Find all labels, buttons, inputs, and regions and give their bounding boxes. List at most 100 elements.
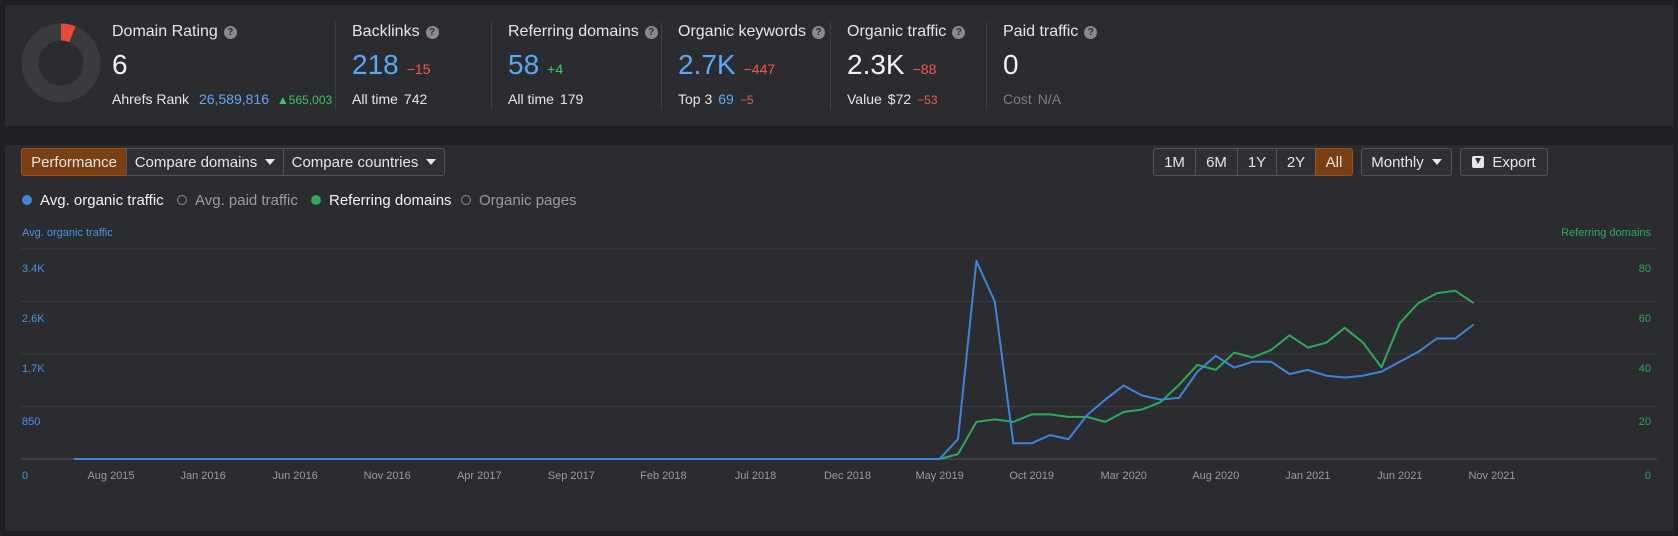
y-left-tick: 2.6K: [22, 313, 45, 325]
organic-traffic-line[interactable]: [74, 260, 1475, 460]
domain-rating-value: 6: [112, 49, 128, 80]
referring-domains-all-time: All time 179: [508, 91, 584, 107]
caret-down-icon: [426, 159, 437, 165]
referring-domains-all-time-value: 179: [559, 91, 584, 107]
divider: [661, 22, 662, 110]
compare-domains-dropdown[interactable]: Compare domains: [126, 148, 284, 176]
divider: [986, 22, 987, 110]
range-2y-button[interactable]: 2Y: [1276, 148, 1316, 176]
referring-domains-value: 58 +4: [508, 49, 563, 81]
x-tick-label: Oct 2019: [1009, 470, 1055, 482]
ahrefs-rank-value[interactable]: 26,589,816: [198, 91, 270, 107]
y-left-tick: 3.4K: [22, 263, 45, 275]
y-left-tick: 850: [22, 416, 41, 428]
organic-keywords-delta: −447: [743, 61, 776, 77]
paid-cost-value: N/A: [1037, 91, 1062, 107]
donut-track: [21, 23, 101, 103]
traffic-value: $72: [887, 91, 912, 107]
backlinks-all-time: All time 742: [352, 91, 428, 107]
referring-domains-line[interactable]: [74, 289, 1475, 460]
referring-domains-title: Referring domains?: [508, 23, 658, 41]
range-6m-button[interactable]: 6M: [1195, 148, 1238, 176]
organic-keywords-value: 2.7K −447: [678, 49, 775, 81]
caret-down-icon: [1431, 159, 1442, 165]
paid-traffic-title: Paid traffic?: [1003, 23, 1098, 41]
range-all-button[interactable]: All: [1315, 148, 1353, 176]
y-right-tick: 0: [1644, 470, 1651, 482]
x-tick-label: Dec 2018: [823, 470, 872, 482]
y-left-tick: 0: [22, 470, 29, 482]
top3-value[interactable]: 69: [718, 91, 734, 107]
download-icon: [1472, 156, 1485, 168]
performance-panel: Performance Compare domains Compare coun…: [5, 145, 1673, 531]
compare-countries-dropdown[interactable]: Compare countries: [283, 148, 445, 176]
export-button[interactable]: Export: [1460, 148, 1548, 176]
performance-chart[interactable]: [5, 145, 1673, 531]
help-icon[interactable]: ?: [812, 26, 826, 39]
range-1y-button[interactable]: 1Y: [1237, 148, 1277, 176]
legend-dot-green: [311, 195, 321, 205]
divider: [830, 22, 831, 110]
tab-performance[interactable]: Performance: [21, 148, 127, 176]
organic-traffic-count: 2.3K: [847, 49, 905, 80]
organic-keywords-metric: Organic keywords? 2.7K −447 Top 3 69 −5: [678, 5, 833, 126]
y-right-tick: 40: [1638, 363, 1651, 375]
legend-dot-blue: [22, 195, 32, 205]
paid-traffic-value: 0: [1003, 49, 1019, 80]
help-icon[interactable]: ?: [223, 26, 237, 39]
x-tick-label: Jun 2021: [1377, 470, 1423, 482]
backlinks-count[interactable]: 218: [352, 49, 399, 80]
backlinks-metric: Backlinks? 218 −15 All time 742: [352, 5, 492, 126]
left-axis-title: Avg. organic traffic: [22, 227, 113, 239]
help-icon[interactable]: ?: [1084, 26, 1098, 39]
ahrefs-rank-label: Ahrefs Rank: [112, 91, 190, 107]
range-1m-button[interactable]: 1M: [1153, 148, 1196, 176]
referring-domains-metric: Referring domains? 58 +4 All time 179: [508, 5, 658, 126]
backlinks-title: Backlinks?: [352, 23, 439, 41]
caret-down-icon: [265, 159, 276, 165]
legend-referring-domains[interactable]: Referring domains: [311, 192, 452, 209]
x-tick-label: Jan 2021: [1285, 470, 1331, 482]
help-icon[interactable]: ?: [425, 26, 439, 39]
ahrefs-rank: Ahrefs Rank 26,589,816 ▲565,003: [112, 91, 332, 107]
referring-domains-count[interactable]: 58: [508, 49, 540, 80]
domain-rating-title: Domain Rating?: [112, 23, 237, 41]
organic-traffic-value: 2.3K −88: [847, 49, 936, 81]
x-tick-label: Aug 2020: [1192, 470, 1240, 482]
triangle-up-icon: ▲: [276, 93, 289, 107]
backlinks-delta: −15: [406, 61, 431, 77]
metrics-panel: Domain Rating? 6 Ahrefs Rank 26,589,816 …: [5, 5, 1673, 126]
divider: [491, 22, 492, 110]
organic-keywords-title: Organic keywords?: [678, 23, 826, 41]
help-icon[interactable]: ?: [644, 26, 658, 39]
legend-dot-empty: [461, 195, 471, 205]
x-tick-label: Jul 2018: [734, 470, 777, 482]
organic-traffic-metric: Organic traffic? 2.3K −88 Value $72 −53: [847, 5, 987, 126]
legend-organic-pages[interactable]: Organic pages: [461, 192, 577, 209]
x-tick-label: May 2019: [915, 470, 964, 482]
x-tick-label: Nov 2016: [363, 470, 411, 482]
organic-traffic-value-row: Value $72 −53: [847, 91, 938, 107]
ahrefs-rank-delta: ▲565,003: [276, 93, 333, 107]
x-tick-label: Jan 2016: [180, 470, 226, 482]
backlinks-all-time-value: 742: [403, 91, 428, 107]
legend-dot-empty: [177, 195, 187, 205]
legend-avg-paid-traffic[interactable]: Avg. paid traffic: [177, 192, 298, 209]
help-icon[interactable]: ?: [952, 26, 966, 39]
organic-keywords-count[interactable]: 2.7K: [678, 49, 736, 80]
divider: [335, 22, 336, 110]
x-tick-label: Sep 2017: [547, 470, 595, 482]
domain-rating-donut: [21, 23, 101, 103]
paid-traffic-metric: Paid traffic? 0 Cost N/A: [1003, 5, 1153, 126]
backlinks-value: 218 −15: [352, 49, 430, 81]
x-tick-label: Jun 2016: [272, 470, 318, 482]
x-tick-label: Apr 2017: [456, 470, 502, 482]
y-right-tick: 60: [1638, 313, 1651, 325]
gridlines: [21, 248, 1657, 460]
y-right-tick: 80: [1638, 263, 1651, 275]
legend-avg-organic-traffic[interactable]: Avg. organic traffic: [22, 192, 164, 209]
traffic-value-delta: −53: [917, 93, 938, 107]
top3-delta: −5: [739, 93, 754, 107]
donut-arc: [60, 23, 76, 43]
interval-dropdown[interactable]: Monthly: [1361, 148, 1452, 176]
